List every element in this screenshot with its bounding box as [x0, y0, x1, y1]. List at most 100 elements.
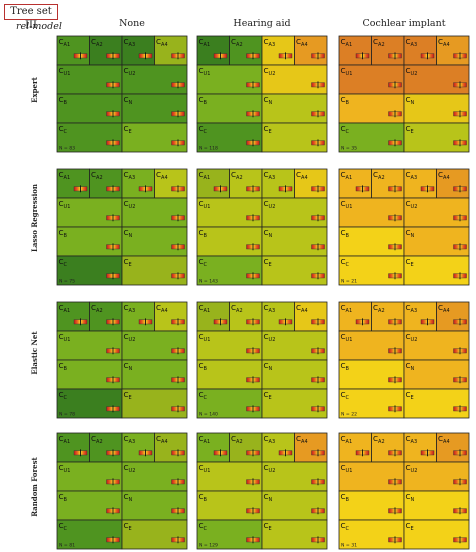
- cell-fill-a4: [154, 301, 188, 332]
- cell-b: CB: [338, 93, 405, 124]
- cell-label-a3: CA3: [264, 303, 276, 314]
- cell-fill-e: [121, 519, 188, 550]
- cell-u2: CU2: [403, 461, 470, 492]
- cell-fill-u1: [338, 64, 405, 95]
- cell-n: CN: [121, 93, 188, 124]
- cell-label-c: CC: [59, 257, 68, 268]
- cell-label-a2: CA2: [231, 37, 243, 48]
- cell-fill-n: [121, 226, 188, 257]
- cell-fill-a4: [436, 35, 470, 66]
- cell-n: CN: [121, 226, 188, 257]
- cell-fill-n: [261, 226, 328, 257]
- tile-svg: CA1 CA2 CA3 CA4 CU1 CU2 CB CN CC N = 129 CE: [196, 432, 328, 550]
- cell-n: CN: [403, 93, 470, 124]
- cell-label-a1: CA1: [341, 434, 353, 445]
- cell-e: CE: [261, 255, 328, 286]
- cell-u2: CU2: [261, 330, 328, 361]
- cell-a4: CA4: [294, 432, 328, 463]
- cell-label-a2: CA2: [231, 170, 243, 181]
- cell-e: CE: [121, 122, 188, 153]
- cell-e: CE: [403, 255, 470, 286]
- cell-a3: CA3: [403, 168, 437, 199]
- cell-a1: CA1: [56, 301, 90, 332]
- cell-label-u2: CU2: [264, 332, 276, 343]
- cell-a1: CA1: [196, 168, 230, 199]
- cell-fill-b: [196, 490, 263, 521]
- cell-fill-u1: [56, 197, 123, 228]
- tile-svg: CA1 CA2 CA3 CA4 CU1 CU2 CB CN CC N = 118 CE: [196, 35, 328, 153]
- cell-label-a4: CA4: [438, 170, 450, 181]
- tile-svg: CA1 CA2 CA3 CA4 CU1 CU2 CB CN CC N = 143 CE: [196, 168, 328, 286]
- cell-label-u1: CU1: [59, 463, 71, 474]
- cell-a1: CA1: [196, 301, 230, 332]
- cell-label-n: CN: [124, 492, 133, 503]
- sample-size-label: N = 118: [199, 146, 218, 152]
- cell-c: CC N = 129: [196, 519, 263, 550]
- cell-label-a4: CA4: [156, 37, 168, 48]
- cell-u1: CU1: [196, 461, 263, 492]
- cell-u1: CU1: [56, 197, 123, 228]
- cell-label-a4: CA4: [296, 434, 308, 445]
- cell-u2: CU2: [403, 330, 470, 361]
- cell-fill-b: [56, 226, 123, 257]
- cell-label-a3: CA3: [406, 37, 418, 48]
- cell-label-a1: CA1: [199, 434, 211, 445]
- cell-fill-u1: [338, 461, 405, 492]
- cell-a2: CA2: [229, 432, 263, 463]
- cell-label-n: CN: [124, 95, 133, 106]
- tile-1-2: CA1 CA2 CA3 CA4 CU1 CU2 CB CN CC N = 21 CE: [338, 168, 470, 286]
- cell-label-a4: CA4: [296, 37, 308, 48]
- cell-fill-a3: [403, 35, 437, 66]
- cell-n: CN: [403, 490, 470, 521]
- cell-label-a3: CA3: [264, 37, 276, 48]
- column-header-cochlear-implant: Cochlear implant: [362, 18, 446, 29]
- cell-u1: CU1: [196, 197, 263, 228]
- cell-fill-b: [196, 359, 263, 390]
- cell-label-a1: CA1: [59, 434, 71, 445]
- cell-label-u2: CU2: [264, 199, 276, 210]
- cell-label-e: CE: [124, 124, 132, 135]
- cell-label-a1: CA1: [199, 170, 211, 181]
- tile-2-1: CA1 CA2 CA3 CA4 CU1 CU2 CB CN CC N = 140 CE: [196, 301, 328, 419]
- cell-fill-c: [338, 122, 405, 153]
- cell-label-a4: CA4: [156, 434, 168, 445]
- tile-svg: CA1 CA2 CA3 CA4 CU1 CU2 CB CN CC N = 22 CE: [338, 301, 470, 419]
- cell-label-a1: CA1: [341, 170, 353, 181]
- cell-label-a1: CA1: [59, 37, 71, 48]
- cell-fill-u1: [196, 197, 263, 228]
- cell-fill-a2: [371, 432, 405, 463]
- cell-fill-a1: [338, 301, 372, 332]
- cell-label-a4: CA4: [296, 303, 308, 314]
- cell-u1: CU1: [338, 64, 405, 95]
- cell-a2: CA2: [89, 168, 123, 199]
- tile-svg: CA1 CA2 CA3 CA4 CU1 CU2 CB CN CC N = 21 CE: [338, 168, 470, 286]
- cell-label-b: CB: [59, 361, 68, 372]
- tile-svg: CA1 CA2 CA3 CA4 CU1 CU2 CB CN CC N = 35 CE: [338, 35, 470, 153]
- cell-fill-c: [196, 519, 263, 550]
- cell-fill-c: [56, 388, 123, 419]
- cell-a1: CA1: [338, 168, 372, 199]
- cell-label-u1: CU1: [199, 463, 211, 474]
- cell-a2: CA2: [371, 432, 405, 463]
- cell-label-a3: CA3: [264, 170, 276, 181]
- cell-a1: CA1: [338, 432, 372, 463]
- cell-fill-b: [338, 226, 405, 257]
- cell-label-e: CE: [124, 257, 132, 268]
- cell-label-a4: CA4: [438, 303, 450, 314]
- tile-3-2: CA1 CA2 CA3 CA4 CU1 CU2 CB CN CC N = 31 CE: [338, 432, 470, 550]
- sample-size-label: N = 78: [59, 412, 75, 418]
- cell-label-u1: CU1: [59, 199, 71, 210]
- cell-b: CB: [56, 490, 123, 521]
- cell-fill-u1: [196, 461, 263, 492]
- cell-fill-u1: [338, 197, 405, 228]
- cell-label-u2: CU2: [406, 66, 418, 77]
- cell-e: CE: [403, 122, 470, 153]
- cell-a3: CA3: [403, 35, 437, 66]
- cell-fill-a2: [229, 301, 263, 332]
- cell-b: CB: [338, 226, 405, 257]
- row-header-random-forest: Random Forest: [30, 457, 39, 517]
- cell-a2: CA2: [229, 168, 263, 199]
- cell-label-a3: CA3: [264, 434, 276, 445]
- cell-b: CB: [196, 226, 263, 257]
- cell-u1: CU1: [56, 461, 123, 492]
